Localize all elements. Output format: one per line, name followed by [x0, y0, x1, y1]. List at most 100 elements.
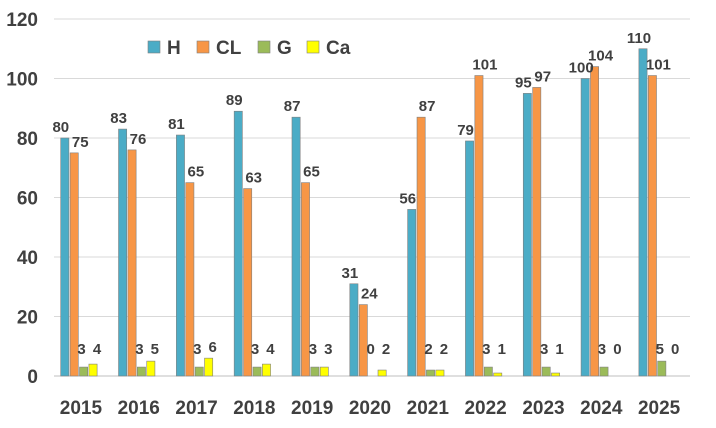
bar-h-2016: [118, 128, 128, 377]
data-label-cl-2016: 76: [130, 131, 147, 148]
bar-g-2016: [137, 366, 146, 377]
data-label-ca-2015: 4: [93, 341, 102, 358]
bar-h-2015: [60, 137, 70, 377]
data-label-h-2020: 31: [342, 265, 359, 282]
data-label-h-2016: 83: [110, 110, 127, 127]
legend-swatch-g: [257, 40, 271, 54]
data-label-g-2015: 3: [77, 341, 85, 358]
x-tick-label: 2017: [175, 398, 217, 419]
bar-cl-2022: [474, 75, 484, 377]
gridlines: [54, 18, 690, 377]
data-label-h-2022: 79: [457, 122, 474, 139]
data-label-cl-2023: 97: [534, 68, 551, 85]
x-tick-label: 2015: [60, 398, 103, 419]
data-label-cl-2020: 24: [361, 286, 378, 303]
bar-h-2022: [465, 140, 474, 377]
bar-g-2021: [426, 369, 435, 377]
data-label-g-2016: 3: [135, 341, 143, 358]
data-label-ca-2017: 6: [208, 339, 216, 356]
bar-cl-2021: [416, 116, 426, 377]
data-label-cl-2025: 101: [646, 57, 671, 74]
legend-swatch-cl: [196, 40, 210, 54]
bar-ca-2015: [88, 363, 98, 377]
data-label-g-2019: 3: [309, 341, 317, 358]
x-tick-label: 2021: [407, 398, 450, 419]
data-label-cl-2024: 104: [588, 48, 614, 65]
x-tick-label: 2019: [291, 398, 333, 419]
data-label-g-2020: 0: [367, 341, 375, 358]
bar-ca-2022: [493, 372, 503, 377]
bar-cl-2020: [358, 304, 368, 377]
x-tick-label: 2016: [118, 398, 160, 419]
data-label-cl-2021: 87: [419, 98, 436, 115]
data-label-h-2023: 95: [515, 74, 532, 91]
y-tick-label: 20: [17, 308, 38, 329]
data-label-g-2021: 2: [424, 341, 432, 358]
x-tick-label: 2020: [349, 398, 391, 419]
data-label-g-2018: 3: [251, 341, 259, 358]
x-tick-label: 2024: [580, 398, 623, 419]
bar-cl-2024: [590, 66, 599, 377]
data-label-g-2023: 3: [540, 341, 548, 358]
bar-cl-2019: [301, 182, 310, 377]
bar-g-2017: [194, 366, 204, 377]
data-label-ca-2020: 2: [382, 341, 390, 358]
y-tick-label: 120: [6, 10, 38, 31]
data-label-ca-2018: 4: [266, 341, 275, 358]
bars: [60, 48, 667, 377]
bar-cl-2016: [127, 149, 137, 377]
data-label-h-2025: 110: [627, 30, 651, 47]
data-label-g-2022: 3: [482, 341, 490, 358]
bar-ca-2019: [319, 366, 329, 377]
bar-h-2019: [291, 116, 301, 377]
legend-label-ca: Ca: [326, 38, 351, 59]
bar-h-2023: [522, 93, 532, 377]
bar-h-2018: [233, 110, 243, 377]
data-label-g-2025: 5: [656, 341, 664, 358]
bar-ca-2017: [204, 357, 214, 377]
data-label-ca-2019: 3: [324, 341, 332, 358]
bar-g-2024: [599, 366, 609, 377]
bar-cl-2018: [243, 188, 253, 377]
bar-h-2024: [580, 78, 590, 377]
bar-g-2023: [541, 366, 551, 377]
x-tick-label: 2023: [522, 398, 564, 419]
data-label-cl-2015: 75: [72, 134, 89, 151]
data-label-h-2017: 81: [168, 116, 185, 133]
bar-h-2025: [638, 48, 648, 377]
legend-swatch-ca: [306, 40, 320, 54]
x-tick-label: 2025: [638, 398, 681, 419]
y-tick-label: 40: [17, 248, 38, 269]
x-tick-label: 2022: [464, 398, 506, 419]
bar-ca-2023: [551, 372, 560, 377]
bar-g-2022: [483, 366, 493, 377]
data-label-ca-2022: 1: [498, 341, 506, 358]
legend-label-g: G: [277, 38, 292, 59]
data-label-cl-2019: 65: [303, 164, 320, 181]
bar-g-2015: [79, 366, 89, 377]
bar-h-2021: [407, 209, 417, 377]
y-tick-label: 0: [27, 367, 38, 388]
bar-ca-2016: [146, 360, 156, 377]
bar-cl-2025: [647, 75, 657, 377]
bar-h-2017: [176, 134, 185, 377]
bar-g-2018: [252, 366, 262, 377]
y-axis-tick-labels: 0 20 40 60 80 100 120: [6, 10, 38, 388]
data-label-cl-2022: 101: [472, 57, 497, 74]
y-tick-label: 60: [17, 189, 38, 210]
x-axis-tick-labels: 2015 2016 2017 2018 2019 2020 2021 2022 2023 2024…: [60, 398, 681, 419]
data-label-ca-2021: 2: [440, 341, 448, 358]
data-label-ca-2025: 0: [671, 341, 679, 358]
bar-ca-2018: [262, 363, 271, 377]
data-label-g-2017: 3: [193, 341, 201, 358]
bar-ca-2020: [377, 369, 387, 377]
data-label-g-2024: 3: [598, 341, 606, 358]
bar-cl-2015: [69, 152, 79, 377]
x-tick-label: 2018: [233, 398, 275, 419]
bar-cl-2017: [185, 182, 195, 377]
legend-label-h: H: [167, 38, 181, 59]
data-label-ca-2016: 5: [151, 341, 159, 358]
legend-swatch-h: [147, 40, 161, 54]
